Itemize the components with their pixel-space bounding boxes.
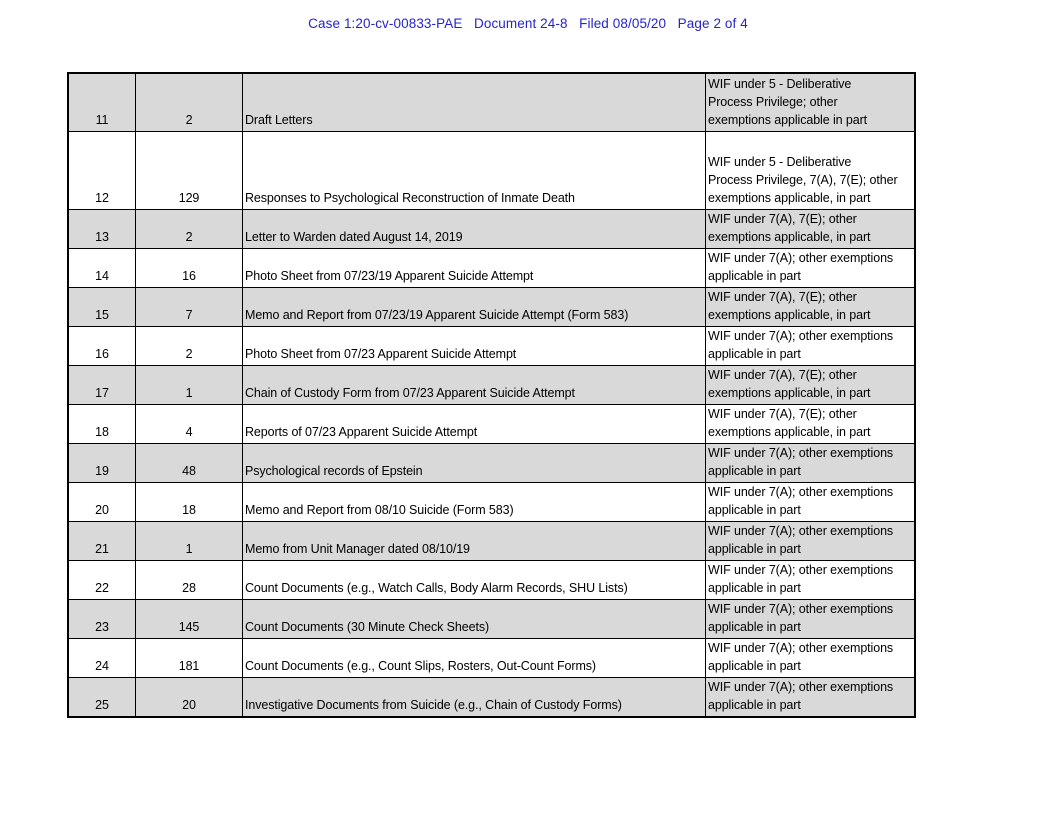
description-cell: Photo Sheet from 07/23 Apparent Suicide … — [242, 325, 706, 366]
page-count-cell: 16 — [135, 247, 243, 288]
exemption-cell: WIF under 5 - Deliberative Process Privi… — [705, 130, 916, 210]
page-count-cell: 28 — [135, 559, 243, 600]
table-row: 24 181 Count Documents (e.g., Count Slip… — [67, 637, 916, 678]
table-row: 21 1 Memo from Unit Manager dated 08/10/… — [67, 520, 916, 561]
page-count-cell: 145 — [135, 598, 243, 639]
table-row: 16 2 Photo Sheet from 07/23 Apparent Sui… — [67, 325, 916, 366]
page-count-cell: 181 — [135, 637, 243, 678]
exemption-cell: WIF under 7(A), 7(E); other exemptions a… — [705, 208, 916, 249]
description-cell: Memo and Report from 08/10 Suicide (Form… — [242, 481, 706, 522]
description-cell: Count Documents (30 Minute Check Sheets) — [242, 598, 706, 639]
page-count-cell: 2 — [135, 72, 243, 132]
exemption-cell: WIF under 7(A), 7(E); other exemptions a… — [705, 286, 916, 327]
exemption-cell: WIF under 7(A); other exemptions applica… — [705, 325, 916, 366]
exemption-cell: WIF under 7(A); other exemptions applica… — [705, 559, 916, 600]
description-cell: Count Documents (e.g., Count Slips, Rost… — [242, 637, 706, 678]
table-row: 11 2 Draft Letters WIF under 5 - Deliber… — [67, 72, 916, 132]
exemption-cell: WIF under 7(A); other exemptions applica… — [705, 676, 916, 717]
page-count-cell: 48 — [135, 442, 243, 483]
description-cell: Photo Sheet from 07/23/19 Apparent Suici… — [242, 247, 706, 288]
page-count-cell: 18 — [135, 481, 243, 522]
description-cell: Responses to Psychological Reconstructio… — [242, 130, 706, 210]
case-stamp: Case 1:20-cv-00833-PAE Document 24-8 Fil… — [308, 16, 748, 31]
exemption-cell: WIF under 7(A), 7(E); other exemptions a… — [705, 364, 916, 405]
table-row: 17 1 Chain of Custody Form from 07/23 Ap… — [67, 364, 916, 405]
row-number-cell: 25 — [67, 676, 136, 717]
page-count-cell: 20 — [135, 676, 243, 717]
table-row: 15 7 Memo and Report from 07/23/19 Appar… — [67, 286, 916, 327]
row-number-cell: 22 — [67, 559, 136, 600]
description-cell: Investigative Documents from Suicide (e.… — [242, 676, 706, 717]
row-number-cell: 23 — [67, 598, 136, 639]
page-count-cell: 129 — [135, 130, 243, 210]
description-cell: Reports of 07/23 Apparent Suicide Attemp… — [242, 403, 706, 444]
page-count-cell: 4 — [135, 403, 243, 444]
description-cell: Memo and Report from 07/23/19 Apparent S… — [242, 286, 706, 327]
exemption-cell: WIF under 7(A); other exemptions applica… — [705, 637, 916, 678]
page-count-cell: 1 — [135, 364, 243, 405]
exemption-cell: WIF under 5 - Deliberative Process Privi… — [705, 72, 916, 132]
table-row: 14 16 Photo Sheet from 07/23/19 Apparent… — [67, 247, 916, 288]
description-cell: Chain of Custody Form from 07/23 Apparen… — [242, 364, 706, 405]
row-number-cell: 11 — [67, 72, 136, 132]
row-number-cell: 14 — [67, 247, 136, 288]
row-number-cell: 17 — [67, 364, 136, 405]
row-number-cell: 16 — [67, 325, 136, 366]
table-row: 25 20 Investigative Documents from Suici… — [67, 676, 916, 717]
exemption-cell: WIF under 7(A); other exemptions applica… — [705, 598, 916, 639]
page-count-cell: 7 — [135, 286, 243, 327]
table-row: 23 145 Count Documents (30 Minute Check … — [67, 598, 916, 639]
table-row: 13 2 Letter to Warden dated August 14, 2… — [67, 208, 916, 249]
row-number-cell: 12 — [67, 130, 136, 210]
table-row: 18 4 Reports of 07/23 Apparent Suicide A… — [67, 403, 916, 444]
description-cell: Psychological records of Epstein — [242, 442, 706, 483]
exemption-cell: WIF under 7(A); other exemptions applica… — [705, 247, 916, 288]
exemption-cell: WIF under 7(A), 7(E); other exemptions a… — [705, 403, 916, 444]
table-row: 22 28 Count Documents (e.g., Watch Calls… — [67, 559, 916, 600]
withholding-table: 11 2 Draft Letters WIF under 5 - Deliber… — [67, 72, 916, 718]
row-number-cell: 13 — [67, 208, 136, 249]
exemption-cell: WIF under 7(A); other exemptions applica… — [705, 520, 916, 561]
description-cell: Count Documents (e.g., Watch Calls, Body… — [242, 559, 706, 600]
row-number-cell: 19 — [67, 442, 136, 483]
description-cell: Memo from Unit Manager dated 08/10/19 — [242, 520, 706, 561]
table-row: 20 18 Memo and Report from 08/10 Suicide… — [67, 481, 916, 522]
page-count-cell: 2 — [135, 208, 243, 249]
withholding-table-body: 11 2 Draft Letters WIF under 5 - Deliber… — [67, 72, 916, 717]
description-cell: Letter to Warden dated August 14, 2019 — [242, 208, 706, 249]
row-number-cell: 18 — [67, 403, 136, 444]
description-cell: Draft Letters — [242, 72, 706, 132]
row-number-cell: 21 — [67, 520, 136, 561]
page-count-cell: 1 — [135, 520, 243, 561]
row-number-cell: 24 — [67, 637, 136, 678]
table-row: 12 129 Responses to Psychological Recons… — [67, 130, 916, 210]
row-number-cell: 20 — [67, 481, 136, 522]
page-count-cell: 2 — [135, 325, 243, 366]
row-number-cell: 15 — [67, 286, 136, 327]
exemption-cell: WIF under 7(A); other exemptions applica… — [705, 481, 916, 522]
table-row: 19 48 Psychological records of Epstein W… — [67, 442, 916, 483]
exemption-cell: WIF under 7(A); other exemptions applica… — [705, 442, 916, 483]
